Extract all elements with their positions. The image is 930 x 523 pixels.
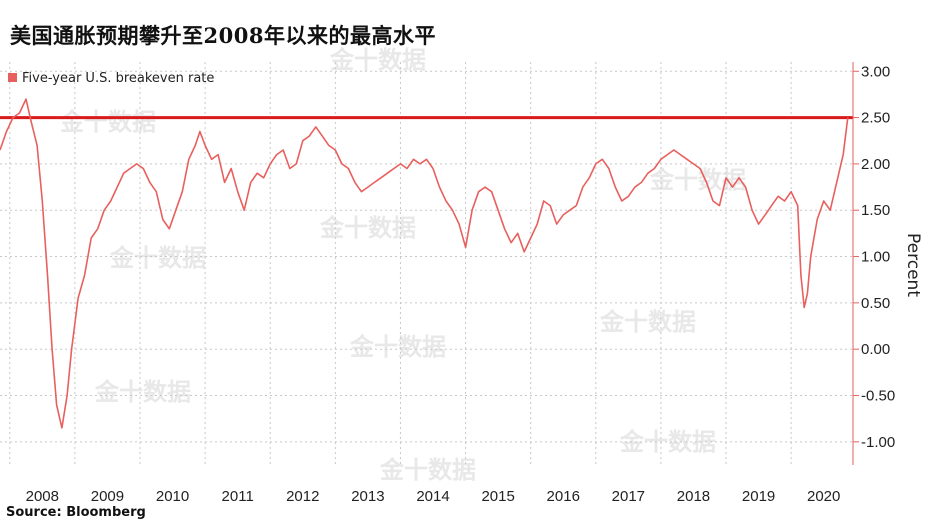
x-tick-label: 2013 [351, 488, 384, 505]
legend-swatch [8, 73, 17, 82]
x-tick-label: 2016 [547, 488, 580, 505]
watermark-text: 金十数据 [599, 308, 696, 336]
watermark-text: 金十数据 [329, 46, 426, 74]
y-tick-label: 1.50 [861, 202, 890, 219]
watermark-text: 金十数据 [319, 214, 416, 242]
x-tick-label: 2017 [612, 488, 645, 505]
y-axis-title: Percent [903, 233, 923, 297]
y-tick-label: 3.00 [861, 63, 890, 80]
x-tick-label: 2020 [807, 488, 840, 505]
grid-layer [0, 62, 853, 465]
y-tick-label: -1.00 [861, 434, 895, 451]
x-tick-label: 2008 [26, 488, 59, 505]
y-tick-label: 2.50 [861, 110, 890, 127]
x-tick-label: 2009 [91, 488, 124, 505]
x-tick-label: 2010 [156, 488, 189, 505]
x-tick-label: 2011 [222, 488, 254, 505]
y-tick-label: 0.50 [861, 295, 890, 312]
x-tick-label: 2018 [677, 488, 710, 505]
watermark-text: 金十数据 [379, 456, 476, 484]
y-tick-label: 0.00 [861, 341, 890, 358]
y-axis: 3.00 2.50 2.00 1.50 1.00 0.50 0.00 -0.50 -1.00 [852, 62, 895, 465]
watermark-text: 金十数据 [649, 166, 746, 194]
x-axis: 2008 2009 2010 2011 2012 2013 2014 2015 2016 2017… [26, 488, 841, 505]
source-note: Source: Bloomberg [6, 505, 146, 520]
watermark-text: 金十数据 [59, 108, 156, 136]
y-tick-label: 2.00 [861, 156, 890, 173]
chart-title: 美国通胀预期攀升至2008年以来的最高水平 [10, 23, 436, 48]
legend: Five-year U.S. breakeven rate [8, 71, 214, 86]
x-tick-label: 2019 [742, 488, 775, 505]
x-tick-label: 2012 [286, 488, 319, 505]
watermark-text: 金十数据 [109, 244, 206, 272]
series-layer [0, 98, 849, 429]
x-tick-label: 2015 [481, 488, 514, 505]
y-tick-label: -0.50 [861, 388, 895, 405]
watermark-text: 金十数据 [94, 378, 191, 406]
x-tick-label: 2014 [416, 488, 449, 505]
legend-label: Five-year U.S. breakeven rate [22, 71, 214, 86]
watermark-text: 金十数据 [349, 333, 446, 361]
series-line [0, 98, 849, 429]
y-tick-label: 1.00 [861, 249, 890, 266]
